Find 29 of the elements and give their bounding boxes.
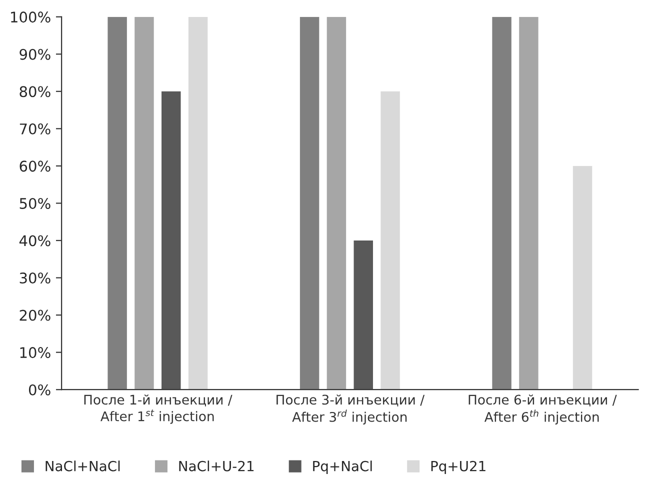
y-tick-label: 30% (20, 272, 50, 284)
y-tick-label: 70% (20, 123, 50, 134)
bar (572, 166, 592, 390)
y-tick-label: 60% (20, 160, 50, 172)
bar (326, 16, 346, 390)
x-tick-label: После 6-й инъекции / After 6$^{th}$ injection (468, 394, 617, 424)
y-tick-label: 50% (20, 198, 50, 209)
bar (108, 16, 127, 390)
legend-label: NaCl+U-21 (179, 460, 254, 472)
bar (188, 16, 208, 390)
legend-label: Pq+NaCl (313, 460, 372, 474)
bar (492, 16, 512, 390)
legend-label: NaCl+NaCl (46, 460, 120, 472)
y-tick-label: 10% (20, 347, 50, 358)
legend-label: Pq+U21 (431, 460, 486, 474)
y-tick-label: 0% (28, 384, 50, 396)
y-tick-label: 20% (20, 310, 50, 321)
bar (134, 16, 154, 390)
bar (354, 240, 373, 390)
y-tick-label: 90% (20, 48, 50, 60)
bar (519, 16, 538, 390)
bar (380, 91, 400, 390)
x-tick-label: После 3-й инъекции / After 3$^{rd}$ injection (276, 394, 425, 424)
y-tick-label: 80% (20, 86, 50, 98)
y-tick-label: 40% (19, 235, 50, 246)
bar (300, 16, 320, 390)
y-tick-label: 100% (11, 12, 50, 23)
x-tick-label: После 1-й инъекции / After 1$^{st}$ injection (84, 394, 232, 424)
bar (162, 91, 181, 390)
